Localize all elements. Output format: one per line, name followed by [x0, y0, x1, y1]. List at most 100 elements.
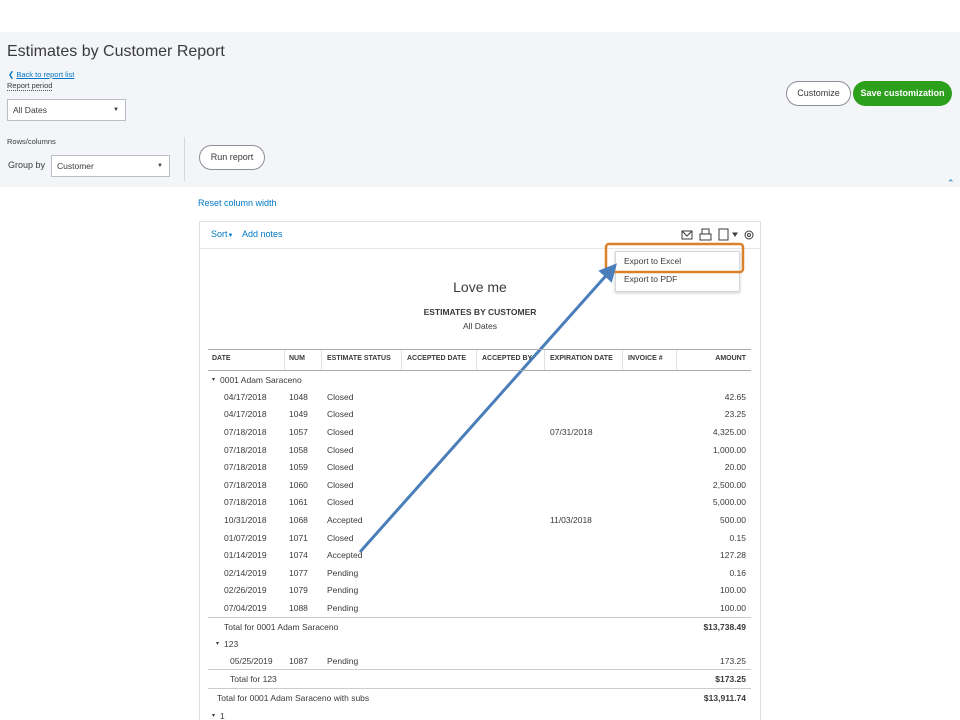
status-cell: Pending	[327, 603, 359, 613]
group-by-select[interactable]: Customer	[51, 155, 170, 177]
add-notes-button[interactable]: Add notes	[242, 229, 283, 239]
report-period-value: All Dates	[13, 105, 48, 115]
amount-cell: 23.25	[724, 409, 746, 419]
num-cell: 1048	[289, 392, 308, 402]
status-cell: Pending	[327, 585, 359, 595]
column-header: ESTIMATE STATUS	[327, 355, 391, 362]
header-rule	[208, 370, 751, 371]
back-link-text[interactable]: Back to report list	[16, 70, 75, 79]
status-cell: Closed	[327, 533, 354, 543]
total-rule	[208, 617, 751, 618]
date-cell: 04/17/2018	[224, 409, 267, 419]
date-cell: 07/04/2019	[224, 603, 267, 613]
status-cell: Closed	[327, 445, 354, 455]
expand-caret[interactable]: ▾	[212, 377, 216, 383]
date-cell: 02/14/2019	[224, 568, 267, 578]
num-cell: 1068	[289, 515, 308, 525]
date-cell: 01/07/2019	[224, 533, 267, 543]
group-by-value: Customer	[57, 161, 94, 171]
page-title: Estimates by Customer Report	[7, 43, 225, 60]
date-cell: 07/18/2018	[224, 480, 267, 490]
column-divider	[401, 350, 402, 370]
num-cell: 1087	[289, 656, 308, 666]
status-cell: Closed	[327, 392, 354, 402]
num-cell: 1057	[289, 427, 308, 437]
column-header: EXPIRATION DATE	[550, 355, 613, 362]
menu-item[interactable]: Export to Excel	[624, 256, 682, 266]
num-cell: 1061	[289, 497, 308, 507]
column-divider	[476, 350, 477, 370]
date-cell: 04/17/2018	[224, 392, 267, 402]
status-cell: Closed	[327, 427, 354, 437]
divider	[184, 137, 185, 181]
sort-text[interactable]: Sort	[211, 229, 228, 239]
toolbar-icons[interactable]	[681, 228, 754, 241]
amount-cell: 127.28	[720, 550, 746, 560]
num-cell: 1060	[289, 480, 308, 490]
report-title: ESTIMATES BY CUSTOMER	[423, 307, 537, 317]
highlight-box	[604, 242, 745, 274]
report-card	[199, 221, 761, 720]
amount-cell: 100.00	[720, 585, 746, 595]
annotation-arrow	[358, 263, 617, 553]
group-by-label: Group by	[8, 160, 46, 170]
date-cell: 01/14/2019	[224, 550, 267, 560]
toolbar-separator	[200, 248, 760, 249]
column-header: ACCEPTED BY	[482, 355, 533, 362]
date-cell: 07/18/2018	[224, 497, 267, 507]
customize-button[interactable]: Customize	[786, 81, 851, 106]
total-label: Total for 0001 Adam Saraceno	[224, 622, 339, 632]
column-header: INVOICE #	[628, 355, 663, 362]
num-cell: 1074	[289, 550, 308, 560]
sort-button[interactable]: Sort▼	[211, 229, 234, 239]
status-cell: Closed	[327, 462, 354, 472]
num-cell: 1079	[289, 585, 308, 595]
amount-cell: 20.00	[724, 462, 746, 472]
column-header: DATE	[212, 355, 231, 362]
amount-cell: 0.15	[729, 533, 746, 543]
status-cell: Closed	[327, 409, 354, 419]
expand-caret[interactable]: ▾	[212, 713, 216, 719]
amount-cell: 500.00	[720, 515, 746, 525]
amount-cell: 5,000.00	[712, 497, 746, 507]
num-cell: 1059	[289, 462, 308, 472]
column-header: NUM	[289, 355, 305, 362]
status-cell: Closed	[327, 480, 354, 490]
total-amount: $13,738.49	[703, 622, 746, 632]
reset-column-width-link[interactable]: Reset column width	[198, 198, 277, 208]
column-divider	[676, 350, 677, 370]
company-name: Love me	[453, 279, 507, 295]
expand-caret[interactable]: ▾	[216, 641, 220, 647]
total-rule	[208, 688, 751, 689]
collapse-icon[interactable]: ⌃	[947, 178, 955, 188]
save-customization-button[interactable]: Save customization	[853, 81, 952, 106]
column-header: AMOUNT	[715, 355, 746, 362]
column-divider	[622, 350, 623, 370]
amount-cell: 2,500.00	[712, 480, 746, 490]
status-cell: Accepted	[327, 515, 363, 525]
amount-cell: 0.16	[729, 568, 746, 578]
menu-item[interactable]: Export to PDF	[624, 274, 678, 284]
status-cell: Closed	[327, 497, 354, 507]
amount-cell: 173.25	[720, 656, 746, 666]
amount-cell: 1,000.00	[712, 445, 746, 455]
column-header: ACCEPTED DATE	[407, 355, 466, 362]
num-cell: 1049	[289, 409, 308, 419]
amount-cell: 100.00	[720, 603, 746, 613]
column-divider	[544, 350, 545, 370]
group-label: 1	[220, 711, 225, 720]
group-label: 0001 Adam Saraceno	[220, 375, 302, 385]
group-label: 123	[224, 639, 239, 649]
status-cell: Accepted	[327, 550, 363, 560]
total-rule	[208, 669, 751, 670]
report-period-select[interactable]: All Dates	[7, 99, 126, 121]
date-cell: 07/18/2018	[224, 462, 267, 472]
run-report-button[interactable]: Run report	[199, 145, 265, 170]
num-cell: 1088	[289, 603, 308, 613]
back-link[interactable]: ❮ Back to report list	[8, 70, 75, 79]
column-divider	[284, 350, 285, 370]
num-cell: 1071	[289, 533, 308, 543]
expiration-cell: 07/31/2018	[550, 427, 593, 437]
expiration-cell: 11/03/2018	[550, 515, 592, 525]
